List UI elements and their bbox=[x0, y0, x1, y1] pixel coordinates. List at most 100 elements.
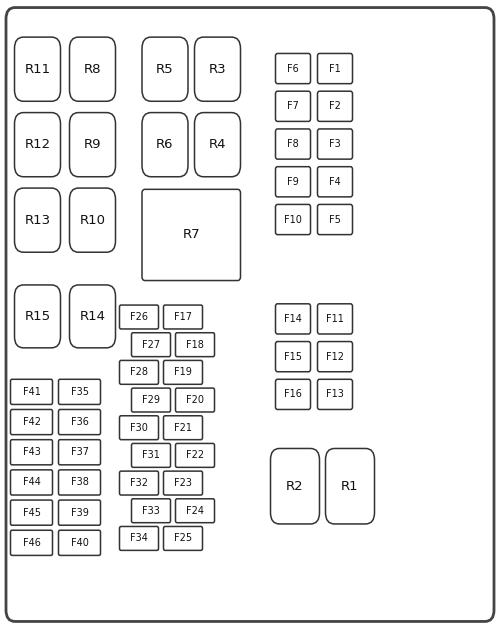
FancyBboxPatch shape bbox=[132, 443, 170, 467]
Text: F43: F43 bbox=[22, 447, 40, 457]
Text: F24: F24 bbox=[186, 506, 204, 516]
FancyBboxPatch shape bbox=[132, 499, 170, 523]
FancyBboxPatch shape bbox=[318, 53, 352, 84]
FancyBboxPatch shape bbox=[318, 167, 352, 197]
Text: R15: R15 bbox=[24, 310, 50, 323]
FancyBboxPatch shape bbox=[142, 189, 240, 281]
Text: F25: F25 bbox=[174, 533, 192, 543]
Text: F30: F30 bbox=[130, 423, 148, 433]
Text: R1: R1 bbox=[341, 480, 359, 493]
Text: F10: F10 bbox=[284, 214, 302, 225]
FancyBboxPatch shape bbox=[276, 379, 310, 409]
FancyBboxPatch shape bbox=[10, 500, 52, 525]
Text: F38: F38 bbox=[70, 477, 88, 487]
FancyBboxPatch shape bbox=[270, 448, 320, 524]
FancyBboxPatch shape bbox=[120, 416, 158, 440]
FancyBboxPatch shape bbox=[326, 448, 374, 524]
Text: F46: F46 bbox=[22, 538, 40, 548]
Text: F16: F16 bbox=[284, 389, 302, 399]
FancyBboxPatch shape bbox=[70, 113, 116, 177]
Text: R10: R10 bbox=[80, 214, 106, 226]
Text: F28: F28 bbox=[130, 367, 148, 377]
Text: F23: F23 bbox=[174, 478, 192, 488]
FancyBboxPatch shape bbox=[142, 37, 188, 101]
FancyBboxPatch shape bbox=[142, 113, 188, 177]
Text: F40: F40 bbox=[70, 538, 88, 548]
Text: R6: R6 bbox=[156, 138, 174, 151]
Text: F14: F14 bbox=[284, 314, 302, 324]
FancyBboxPatch shape bbox=[58, 409, 100, 435]
Text: F35: F35 bbox=[70, 387, 88, 397]
FancyBboxPatch shape bbox=[58, 440, 100, 465]
FancyBboxPatch shape bbox=[14, 37, 60, 101]
Text: R13: R13 bbox=[24, 214, 50, 226]
FancyBboxPatch shape bbox=[176, 443, 214, 467]
Text: R2: R2 bbox=[286, 480, 304, 493]
FancyBboxPatch shape bbox=[276, 167, 310, 197]
FancyBboxPatch shape bbox=[176, 388, 214, 412]
Text: F21: F21 bbox=[174, 423, 192, 433]
Text: F27: F27 bbox=[142, 340, 160, 350]
FancyBboxPatch shape bbox=[58, 470, 100, 495]
Text: F2: F2 bbox=[329, 101, 341, 111]
FancyBboxPatch shape bbox=[318, 304, 352, 334]
Text: F34: F34 bbox=[130, 533, 148, 543]
FancyBboxPatch shape bbox=[318, 379, 352, 409]
FancyBboxPatch shape bbox=[58, 379, 100, 404]
FancyBboxPatch shape bbox=[318, 204, 352, 235]
FancyBboxPatch shape bbox=[276, 342, 310, 372]
FancyBboxPatch shape bbox=[10, 409, 52, 435]
FancyBboxPatch shape bbox=[164, 416, 202, 440]
Text: R3: R3 bbox=[208, 63, 226, 75]
FancyBboxPatch shape bbox=[10, 440, 52, 465]
FancyBboxPatch shape bbox=[14, 113, 60, 177]
Text: F1: F1 bbox=[329, 64, 341, 74]
FancyBboxPatch shape bbox=[276, 53, 310, 84]
FancyBboxPatch shape bbox=[132, 388, 170, 412]
FancyBboxPatch shape bbox=[120, 526, 158, 550]
Text: R12: R12 bbox=[24, 138, 50, 151]
Text: R14: R14 bbox=[80, 310, 106, 323]
Text: F17: F17 bbox=[174, 312, 192, 322]
Text: F22: F22 bbox=[186, 450, 204, 460]
Text: F19: F19 bbox=[174, 367, 192, 377]
Text: F9: F9 bbox=[287, 177, 299, 187]
Text: F37: F37 bbox=[70, 447, 88, 457]
FancyBboxPatch shape bbox=[6, 8, 494, 621]
FancyBboxPatch shape bbox=[70, 37, 116, 101]
FancyBboxPatch shape bbox=[276, 304, 310, 334]
Text: R7: R7 bbox=[182, 228, 200, 242]
Text: F41: F41 bbox=[22, 387, 40, 397]
FancyBboxPatch shape bbox=[132, 333, 170, 357]
Text: F15: F15 bbox=[284, 352, 302, 362]
Text: F29: F29 bbox=[142, 395, 160, 405]
FancyBboxPatch shape bbox=[164, 305, 202, 329]
FancyBboxPatch shape bbox=[70, 188, 116, 252]
Text: R5: R5 bbox=[156, 63, 174, 75]
FancyBboxPatch shape bbox=[164, 471, 202, 495]
Text: R4: R4 bbox=[209, 138, 226, 151]
FancyBboxPatch shape bbox=[58, 530, 100, 555]
Text: F7: F7 bbox=[287, 101, 299, 111]
FancyBboxPatch shape bbox=[120, 471, 158, 495]
Text: F5: F5 bbox=[329, 214, 341, 225]
Text: F44: F44 bbox=[22, 477, 40, 487]
FancyBboxPatch shape bbox=[120, 360, 158, 384]
Text: F3: F3 bbox=[329, 139, 341, 149]
FancyBboxPatch shape bbox=[164, 526, 202, 550]
Text: F11: F11 bbox=[326, 314, 344, 324]
FancyBboxPatch shape bbox=[318, 342, 352, 372]
FancyBboxPatch shape bbox=[276, 91, 310, 121]
Text: F26: F26 bbox=[130, 312, 148, 322]
FancyBboxPatch shape bbox=[58, 500, 100, 525]
FancyBboxPatch shape bbox=[276, 204, 310, 235]
Text: R11: R11 bbox=[24, 63, 50, 75]
Text: F4: F4 bbox=[329, 177, 341, 187]
FancyBboxPatch shape bbox=[176, 499, 214, 523]
Text: F31: F31 bbox=[142, 450, 160, 460]
FancyBboxPatch shape bbox=[120, 305, 158, 329]
Text: F20: F20 bbox=[186, 395, 204, 405]
Text: F39: F39 bbox=[70, 508, 88, 518]
FancyBboxPatch shape bbox=[194, 37, 240, 101]
Text: F32: F32 bbox=[130, 478, 148, 488]
